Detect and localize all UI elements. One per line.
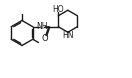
Text: HO: HO <box>53 5 64 14</box>
Text: O: O <box>42 34 48 43</box>
Text: HN: HN <box>62 31 74 40</box>
Text: NH: NH <box>36 22 48 31</box>
